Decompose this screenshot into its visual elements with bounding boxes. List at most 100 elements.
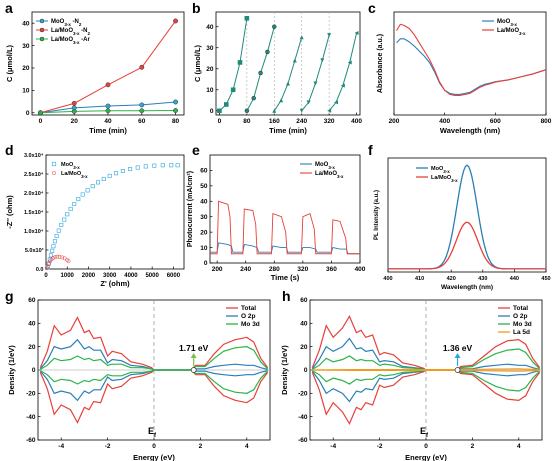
data-point-d (48, 253, 53, 258)
plot-frame-b (215, 11, 361, 116)
dos-up-h (311, 337, 540, 371)
y-tick-label-e: 0 (204, 260, 208, 267)
legend-entry-h: Total (513, 305, 528, 312)
x-tick-label-a: 80 (172, 118, 180, 125)
panel-label-a: a (5, 0, 13, 16)
x-tick-label-g: 0 (152, 443, 156, 450)
panel-label-d: d (5, 142, 14, 158)
y-tick-label-g: 20 (28, 344, 36, 351)
y-tick-label-g: -40 (26, 414, 36, 421)
data-point-d (62, 217, 67, 222)
dos-down-h (311, 369, 540, 403)
data-point-d (114, 171, 119, 176)
series-line-f (388, 164, 546, 270)
y-tick-label-b: 0 (210, 108, 214, 115)
legend-entry-h: La 5d (513, 329, 530, 336)
panel-label-c: c (368, 0, 376, 16)
chart-e: 200 240 280 320 360 400 0 10 20 30 40 50 60 Time (s) P… (187, 154, 366, 282)
series-line-c (396, 38, 547, 95)
data-point-b (244, 16, 250, 21)
x-tick-label-f: 420 (447, 276, 456, 282)
fermi-label-h: Ef (420, 426, 429, 439)
x-tick-label-b: 400 (351, 118, 362, 125)
y-axis-label-e: Photocurrent (mA/cm²) (187, 171, 194, 247)
x-tick-label-b: 0 (218, 118, 222, 125)
dos-down-h (311, 369, 541, 425)
y-tick-label-b: 20 (206, 66, 214, 73)
legend-marker-d (51, 170, 57, 176)
x-tick-label-f: 410 (415, 276, 424, 282)
data-point-d (66, 259, 71, 263)
dos-up-h (312, 348, 541, 371)
y-axis-label-g: Density (1/eV) (7, 345, 16, 395)
x-tick-label-e: 240 (240, 266, 251, 273)
x-tick-label-e: 320 (297, 266, 308, 273)
data-point-d (107, 173, 112, 178)
data-point-d (169, 163, 174, 168)
data-point-d (175, 163, 180, 168)
data-point-d (152, 163, 157, 168)
y-tick-label-e: 60 (200, 168, 208, 175)
x-tick-label-a: 40 (104, 118, 112, 125)
y-tick-label-h: -40 (298, 414, 308, 421)
legend-marker-d (51, 161, 57, 167)
y-tick-label-h: 20 (300, 344, 308, 351)
x-tick-label-f: 450 (541, 276, 550, 282)
y-tick-label-e: 40 (200, 198, 208, 205)
cycle-line-b (301, 34, 330, 112)
data-point-d (54, 233, 59, 238)
x-tick-label-a: 60 (138, 118, 146, 125)
data-point-d (85, 188, 90, 193)
cycle-line-b (219, 18, 248, 112)
x-tick-label-c: 200 (389, 118, 400, 125)
data-point-d (51, 244, 56, 249)
data-point-b (286, 81, 290, 86)
data-point-d (128, 167, 133, 172)
legend-entry-c: La/MoO3-x (497, 28, 526, 36)
data-point-d (55, 254, 60, 259)
panel-label-e: e (192, 142, 200, 158)
dos-up-g (39, 316, 269, 371)
y-tick-label-a: 30 (22, 43, 30, 50)
data-point-a (105, 82, 111, 88)
data-point-a (139, 64, 145, 70)
legend-entry-g: Total (241, 305, 256, 312)
y-axis-label-h: Density (1/eV) (280, 345, 289, 395)
y-axis-label-a: C (μmol/L) (5, 44, 14, 82)
legend-entry-c: MoO3-x (497, 19, 517, 27)
legend-marker-a (39, 36, 45, 42)
x-tick-label-d: 5000 (145, 273, 159, 279)
data-point-b (313, 81, 318, 86)
dos-down-h (312, 369, 540, 372)
cycle-line-b (328, 32, 358, 112)
data-point-b (299, 35, 304, 40)
data-point-b (237, 60, 243, 65)
y-tick-label-d: 2.0x10⁴ (24, 191, 44, 197)
x-axis-label-e: Time (s) (271, 273, 300, 282)
x-tick-label-h: -2 (377, 443, 383, 450)
legend-entry-f: MoO3-x (431, 166, 450, 174)
y-tick-label-b: 40 (206, 24, 214, 31)
data-point-d (68, 206, 73, 211)
data-point-d (65, 212, 70, 217)
x-tick-label-c: 800 (541, 118, 552, 125)
y-tick-label-g: 60 (28, 297, 36, 304)
gap-marker-h (454, 367, 461, 373)
x-tick-label-d: 4000 (124, 273, 138, 279)
legend-entry-a: La/MoO3-x -N2 (51, 28, 91, 36)
dos-down-g (40, 369, 269, 394)
data-point-a (71, 100, 77, 106)
data-point-b (279, 98, 284, 103)
y-tick-label-g: -60 (26, 437, 36, 444)
x-axis-label-g: Energy (eV) (133, 453, 175, 461)
data-point-b (251, 95, 256, 101)
x-tick-label-g: -2 (105, 443, 111, 450)
x-tick-label-c: 400 (439, 118, 450, 125)
y-axis-label-d: -Z'' (ohm) (5, 195, 14, 229)
y-tick-label-d: 1.0x10⁴ (24, 229, 44, 235)
data-point-d (80, 192, 85, 197)
legend-entry-d: La/MoO3-x (61, 171, 88, 179)
